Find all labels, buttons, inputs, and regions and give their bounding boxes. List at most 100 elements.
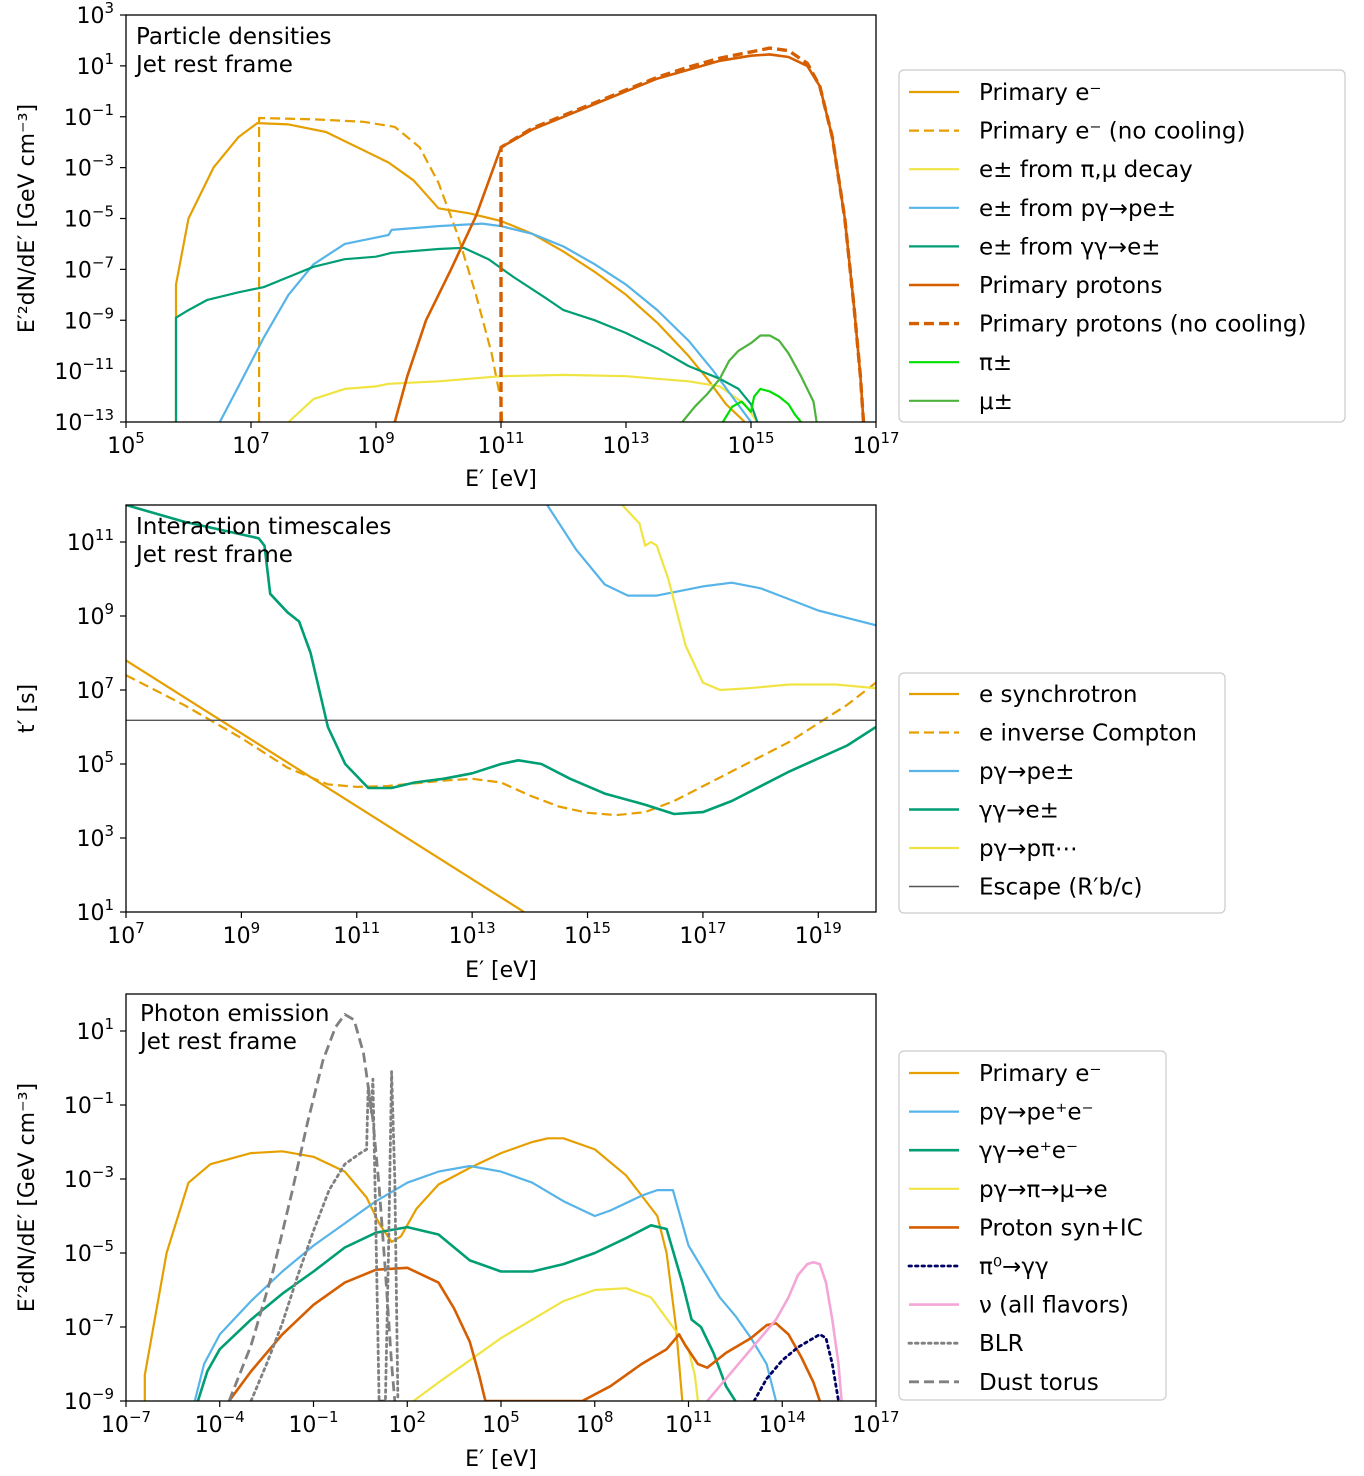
legend-label: Primary protons (no cooling) — [979, 312, 1306, 338]
inset-label: Jet rest frame — [138, 1029, 297, 1055]
y-tick-label: 1011 — [67, 526, 114, 556]
y-axis-label: E′²dN/dE′ [GeV cm⁻³] — [15, 104, 40, 333]
series-line-2 — [193, 1164, 778, 1401]
legend-label: Primary protons — [979, 273, 1162, 299]
legend-label: Dust torus — [979, 1370, 1099, 1396]
y-tick-label: 10−9 — [64, 1385, 114, 1415]
legend-label: e± from pγ→pe± — [979, 196, 1176, 222]
y-tick-label: 105 — [76, 748, 114, 778]
y-tick-label: 10−13 — [54, 406, 114, 436]
y-tick-label: 10−7 — [64, 1311, 114, 1341]
y-tick-label: 10−1 — [64, 1089, 114, 1119]
y-tick-label: 103 — [76, 822, 114, 852]
legend: Primary e⁻ pγ→pe⁺e⁻ γγ→e⁺e⁻ pγ→π→μ→e Proton … — [898, 1050, 1167, 1401]
panel-2: 107 109 1011 1013 1015 1017 1019 101 103 105 107 10… — [15, 504, 877, 983]
x-tick-label: 1017 — [852, 1408, 899, 1438]
legend: Primary e⁻ Primary e⁻ (no cooling) e± from… — [898, 69, 1346, 423]
legend-label: pγ→pe± — [979, 759, 1075, 785]
y-tick-label: 101 — [76, 50, 114, 80]
x-tick-label: 1014 — [759, 1408, 806, 1438]
series-line-6 — [752, 1333, 840, 1401]
y-tick-label: 103 — [76, 0, 114, 29]
series-line-2 — [126, 674, 876, 817]
x-axis-label: E′ [eV] — [465, 958, 537, 983]
x-tick-label: 1011 — [665, 1408, 712, 1438]
legend-label: e inverse Compton — [979, 721, 1197, 747]
inset-label: Jet rest frame — [134, 52, 293, 78]
x-tick-label: 109 — [357, 429, 395, 459]
series-line-9 — [227, 1013, 397, 1401]
inset-label: Jet rest frame — [134, 542, 293, 568]
y-tick-label: 101 — [76, 1015, 114, 1045]
legend-label: γγ→e± — [979, 798, 1059, 824]
series-line-8 — [721, 387, 802, 422]
legend-label: pγ→π→μ→e — [979, 1177, 1108, 1203]
legend-label: μ± — [979, 389, 1013, 415]
series-line-4 — [126, 505, 876, 816]
legend-label: Primary e⁻ (no cooling) — [979, 119, 1245, 145]
legend-label: pγ→pe⁺e⁻ — [979, 1100, 1094, 1126]
y-tick-label: 10−3 — [64, 152, 114, 182]
series-line-1 — [143, 1137, 684, 1401]
series-line-1 — [126, 659, 525, 912]
y-tick-label: 10−9 — [64, 304, 114, 334]
inset-label: Particle densities — [136, 24, 332, 50]
legend-label: Primary e⁻ — [979, 80, 1101, 106]
series-line-5 — [621, 505, 876, 692]
x-tick-label: 1013 — [449, 919, 496, 949]
x-tick-label: 109 — [223, 919, 261, 949]
x-tick-label: 1017 — [679, 919, 726, 949]
y-tick-label: 109 — [76, 600, 114, 630]
series-line-6 — [393, 53, 865, 422]
panel-1: 105 107 109 1011 1013 1015 1017 10−13 10−11 10−9 1… — [15, 0, 900, 492]
legend-label: e synchrotron — [979, 682, 1138, 708]
axes-frame — [125, 993, 877, 1402]
series-line-3 — [546, 505, 876, 627]
y-tick-label: 107 — [76, 674, 114, 704]
legend: e synchrotron e inverse Compton pγ→pe± γγ→e… — [898, 672, 1226, 914]
y-axis-label: E′²dN/dE′ [GeV cm⁻³] — [15, 1083, 40, 1312]
series-line-7 — [706, 1261, 843, 1401]
legend-box — [898, 69, 1346, 423]
legend-label: e± from π,μ decay — [979, 157, 1193, 183]
inset-label: Interaction timescales — [136, 514, 391, 540]
plot-area — [126, 505, 876, 912]
legend-label: Escape (R′b/c) — [979, 875, 1142, 901]
x-tick-label: 10−7 — [101, 1408, 151, 1438]
x-tick-label: 10−1 — [288, 1408, 338, 1438]
x-tick-label: 1015 — [564, 919, 611, 949]
y-tick-label: 10−1 — [64, 101, 114, 131]
x-tick-label: 107 — [107, 919, 145, 949]
series-line-5 — [228, 1266, 822, 1401]
plot-area — [174, 46, 866, 422]
x-tick-label: 107 — [232, 429, 270, 459]
y-tick-label: 10−11 — [54, 355, 114, 385]
y-tick-label: 10−5 — [64, 203, 114, 233]
legend-label: γγ→e⁺e⁻ — [979, 1138, 1078, 1164]
y-tick-label: 10−3 — [64, 1163, 114, 1193]
plot-area — [143, 1013, 843, 1401]
inset-label: Photon emission — [140, 1001, 329, 1027]
x-tick-label: 10−4 — [195, 1408, 245, 1438]
series-line-7 — [499, 46, 866, 422]
legend-label: ν (all flavors) — [979, 1293, 1129, 1319]
axes-frame — [125, 504, 877, 913]
legend-label: π± — [979, 350, 1012, 376]
series-line-8 — [249, 1070, 400, 1401]
x-tick-label: 1011 — [477, 429, 524, 459]
legend-box — [898, 672, 1226, 914]
series-line-3 — [196, 1224, 737, 1401]
x-tick-label: 1017 — [852, 429, 899, 459]
y-axis-label: t′ [s] — [15, 684, 40, 733]
series-line-4 — [412, 1287, 699, 1401]
legend-label: pγ→pπ⋯ — [979, 836, 1078, 862]
x-tick-label: 105 — [107, 429, 145, 459]
legend-label: Proton syn+IC — [979, 1215, 1143, 1241]
x-tick-label: 105 — [482, 1408, 520, 1438]
legend-label: e± from γγ→e± — [979, 234, 1160, 260]
legend-label: Primary e⁻ — [979, 1061, 1101, 1087]
x-tick-label: 1011 — [333, 919, 380, 949]
y-tick-label: 101 — [76, 896, 114, 926]
y-tick-label: 10−5 — [64, 1237, 114, 1267]
